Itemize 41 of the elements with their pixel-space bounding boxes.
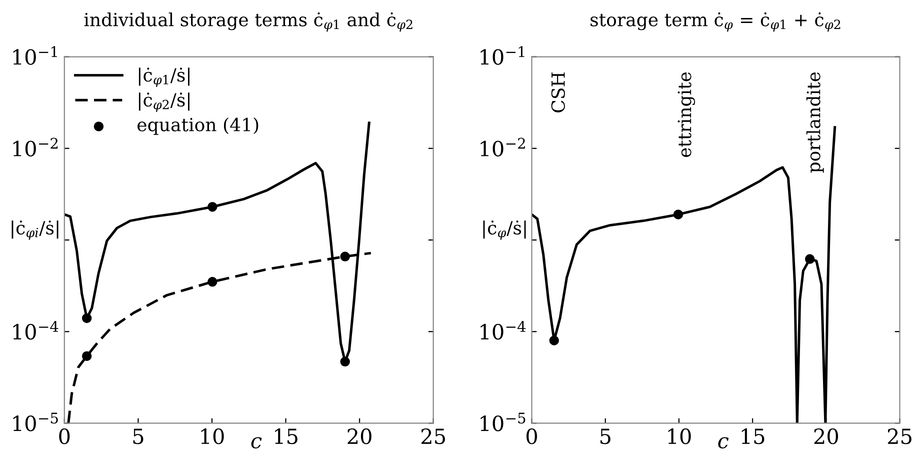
x-tick-label: 15 xyxy=(742,428,764,444)
y-tick-label: 10$^{−2}$ xyxy=(480,138,525,156)
point xyxy=(82,313,92,324)
x-tick-label: 5 xyxy=(133,428,144,444)
chart-title: individual storage terms ċ$_{φ1}$ and ċ$_{φ2}$ xyxy=(84,12,412,32)
y-tick-label: 10$^{−4}$ xyxy=(480,320,526,340)
point xyxy=(804,254,815,264)
point xyxy=(208,202,218,212)
legend-label: |ċ$_{φ1}$/ṡ| xyxy=(138,68,190,87)
annotation: ettringite xyxy=(678,72,696,158)
x-tick-label: 15 xyxy=(275,428,298,444)
point xyxy=(208,276,218,287)
point xyxy=(82,351,92,361)
x-tick-label: 10 xyxy=(201,428,224,444)
y-axis-title: |ċ$_{φi}$/ṡ| xyxy=(12,220,58,240)
point xyxy=(549,336,559,346)
point xyxy=(673,210,684,220)
x-tick-label: 0 xyxy=(59,428,70,444)
legend-label: |ċ$_{φ2}$/ṡ| xyxy=(138,92,190,112)
x-axis-title: c xyxy=(251,437,262,448)
x-tick-label: 20 xyxy=(814,428,838,444)
y-tick-label: 10$^{−5}$ xyxy=(480,412,526,432)
x-tick-label: 20 xyxy=(348,428,372,444)
legend-label: equation (41) xyxy=(138,117,258,135)
y-tick-label: 10$^{−2}$ xyxy=(13,138,58,156)
chart-title: storage term ċ$_{φ}$ = ċ$_{φ1}$ + ċ$_{φ2}$ xyxy=(590,12,840,32)
y-tick-label: 10$^{−1}$ xyxy=(480,46,524,65)
y-tick-label: 10$^{−4}$ xyxy=(13,320,58,340)
x-tick-label: 25 xyxy=(888,428,912,444)
x-tick-label: 5 xyxy=(600,428,610,444)
x-tick-label: 10 xyxy=(668,428,691,444)
point xyxy=(340,356,350,366)
y-tick-label: 10$^{−5}$ xyxy=(13,412,58,432)
annotation: CSH xyxy=(551,72,565,112)
x-tick-label: 0 xyxy=(526,428,538,444)
point xyxy=(340,252,350,262)
x-tick-label: 25 xyxy=(421,428,445,444)
x-axis-title: c xyxy=(718,437,729,448)
y-axis-title: |ċ$_{φ}$/ṡ| xyxy=(483,220,526,240)
y-tick-label: 10$^{−1}$ xyxy=(13,46,57,65)
annotation: portlandite xyxy=(806,72,824,173)
